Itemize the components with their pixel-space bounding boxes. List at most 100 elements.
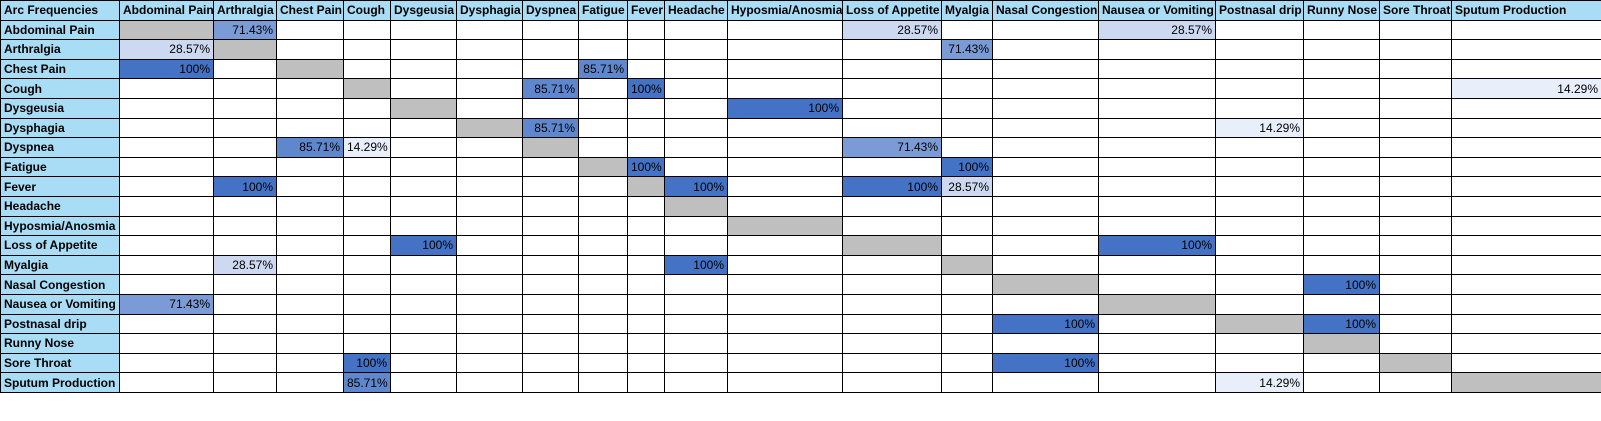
empty-cell	[119, 333, 214, 354]
table-row: Runny Nose	[0, 333, 1601, 354]
column-header-hyposmia-anosmia: Hyposmia/Anosmia	[727, 0, 843, 21]
empty-cell	[627, 195, 665, 217]
empty-cell	[390, 352, 457, 374]
diagonal-cell	[390, 97, 457, 119]
empty-cell	[664, 372, 728, 393]
empty-cell	[627, 333, 665, 354]
empty-cell	[213, 78, 277, 99]
heatmap-cell-sputum-production-cough: 85.71%	[343, 372, 391, 393]
row-header-headache: Headache	[0, 195, 120, 217]
empty-cell	[941, 215, 993, 237]
empty-cell	[1451, 293, 1601, 315]
empty-cell	[276, 117, 344, 139]
empty-cell	[390, 19, 457, 41]
empty-cell	[390, 313, 457, 335]
empty-cell	[1215, 293, 1304, 315]
empty-cell	[1379, 274, 1452, 295]
empty-cell	[343, 39, 391, 60]
empty-cell	[276, 333, 344, 354]
empty-cell	[1451, 19, 1601, 41]
empty-cell	[1379, 58, 1452, 80]
empty-cell	[390, 39, 457, 60]
table-row: Fever 100% 100% 100% 28.57%	[0, 176, 1601, 197]
table-row: Dysgeusia 100%	[0, 97, 1601, 119]
column-header-runny-nose: Runny Nose	[1303, 0, 1380, 21]
empty-cell	[1451, 235, 1601, 256]
empty-cell	[1098, 176, 1216, 197]
row-header-loss-of-appetite: Loss of Appetite	[0, 235, 120, 256]
row-header-arthralgia: Arthralgia	[0, 39, 120, 60]
empty-cell	[842, 117, 942, 139]
row-header-postnasal-drip: Postnasal drip	[0, 313, 120, 335]
empty-cell	[343, 58, 391, 80]
empty-cell	[522, 195, 579, 217]
empty-cell	[627, 58, 665, 80]
empty-cell	[727, 156, 843, 178]
empty-cell	[578, 254, 628, 276]
table-row: Fatigue 100% 100%	[0, 156, 1601, 178]
empty-cell	[1098, 195, 1216, 217]
empty-cell	[1215, 97, 1304, 119]
column-header-abdominal-pain: Abdominal Pain	[119, 0, 214, 21]
empty-cell	[1215, 19, 1304, 41]
empty-cell	[578, 39, 628, 60]
empty-cell	[1451, 117, 1601, 139]
table-row: Hyposmia/Anosmia	[0, 215, 1601, 237]
empty-cell	[1215, 176, 1304, 197]
empty-cell	[627, 97, 665, 119]
empty-cell	[1215, 352, 1304, 374]
heatmap-cell-dysgeusia-hyposmia-anosmia: 100%	[727, 97, 843, 119]
empty-cell	[343, 333, 391, 354]
column-header-nasal-congestion: Nasal Congestion	[992, 0, 1099, 21]
row-header-myalgia: Myalgia	[0, 254, 120, 276]
empty-cell	[992, 195, 1099, 217]
diagonal-cell	[1303, 333, 1380, 354]
diagonal-cell	[343, 78, 391, 99]
empty-cell	[276, 313, 344, 335]
column-header-row: Arc Frequencies Abdominal Pain Arthralgia…	[0, 0, 1601, 21]
row-header-dysphagia: Dysphagia	[0, 117, 120, 139]
empty-cell	[456, 19, 523, 41]
heatmap-cell-sore-throat-cough: 100%	[343, 352, 391, 374]
empty-cell	[213, 97, 277, 119]
empty-cell	[1098, 313, 1216, 335]
empty-cell	[1379, 117, 1452, 139]
empty-cell	[1215, 254, 1304, 276]
empty-cell	[1379, 176, 1452, 197]
empty-cell	[1098, 274, 1216, 295]
empty-cell	[119, 78, 214, 99]
empty-cell	[1451, 313, 1601, 335]
empty-cell	[522, 19, 579, 41]
empty-cell	[1379, 372, 1452, 393]
empty-cell	[1098, 352, 1216, 374]
heatmap-cell-abdominal-pain-arthralgia: 71.43%	[213, 19, 277, 41]
empty-cell	[276, 352, 344, 374]
empty-cell	[213, 195, 277, 217]
empty-cell	[727, 372, 843, 393]
diagonal-cell	[1379, 352, 1452, 374]
heatmap-cell-fatigue-fever: 100%	[627, 156, 665, 178]
empty-cell	[842, 352, 942, 374]
empty-cell	[522, 39, 579, 60]
diagonal-cell	[941, 254, 993, 276]
empty-cell	[727, 78, 843, 99]
empty-cell	[664, 313, 728, 335]
empty-cell	[1215, 78, 1304, 99]
row-header-fever: Fever	[0, 176, 120, 197]
empty-cell	[1215, 137, 1304, 158]
empty-cell	[1451, 58, 1601, 80]
empty-cell	[842, 274, 942, 295]
diagonal-cell	[1451, 372, 1601, 393]
heatmap-cell-abdominal-pain-loss-of-appetite: 28.57%	[842, 19, 942, 41]
empty-cell	[343, 293, 391, 315]
row-header-runny-nose: Runny Nose	[0, 333, 120, 354]
empty-cell	[578, 352, 628, 374]
table-row: Dysphagia 85.71% 14.29%	[0, 117, 1601, 139]
empty-cell	[727, 313, 843, 335]
empty-cell	[992, 78, 1099, 99]
empty-cell	[119, 254, 214, 276]
heatmap-cell-cough-fever: 100%	[627, 78, 665, 99]
empty-cell	[664, 78, 728, 99]
empty-cell	[727, 19, 843, 41]
table-row: Sputum Production 85.71% 14.29%	[0, 372, 1601, 393]
